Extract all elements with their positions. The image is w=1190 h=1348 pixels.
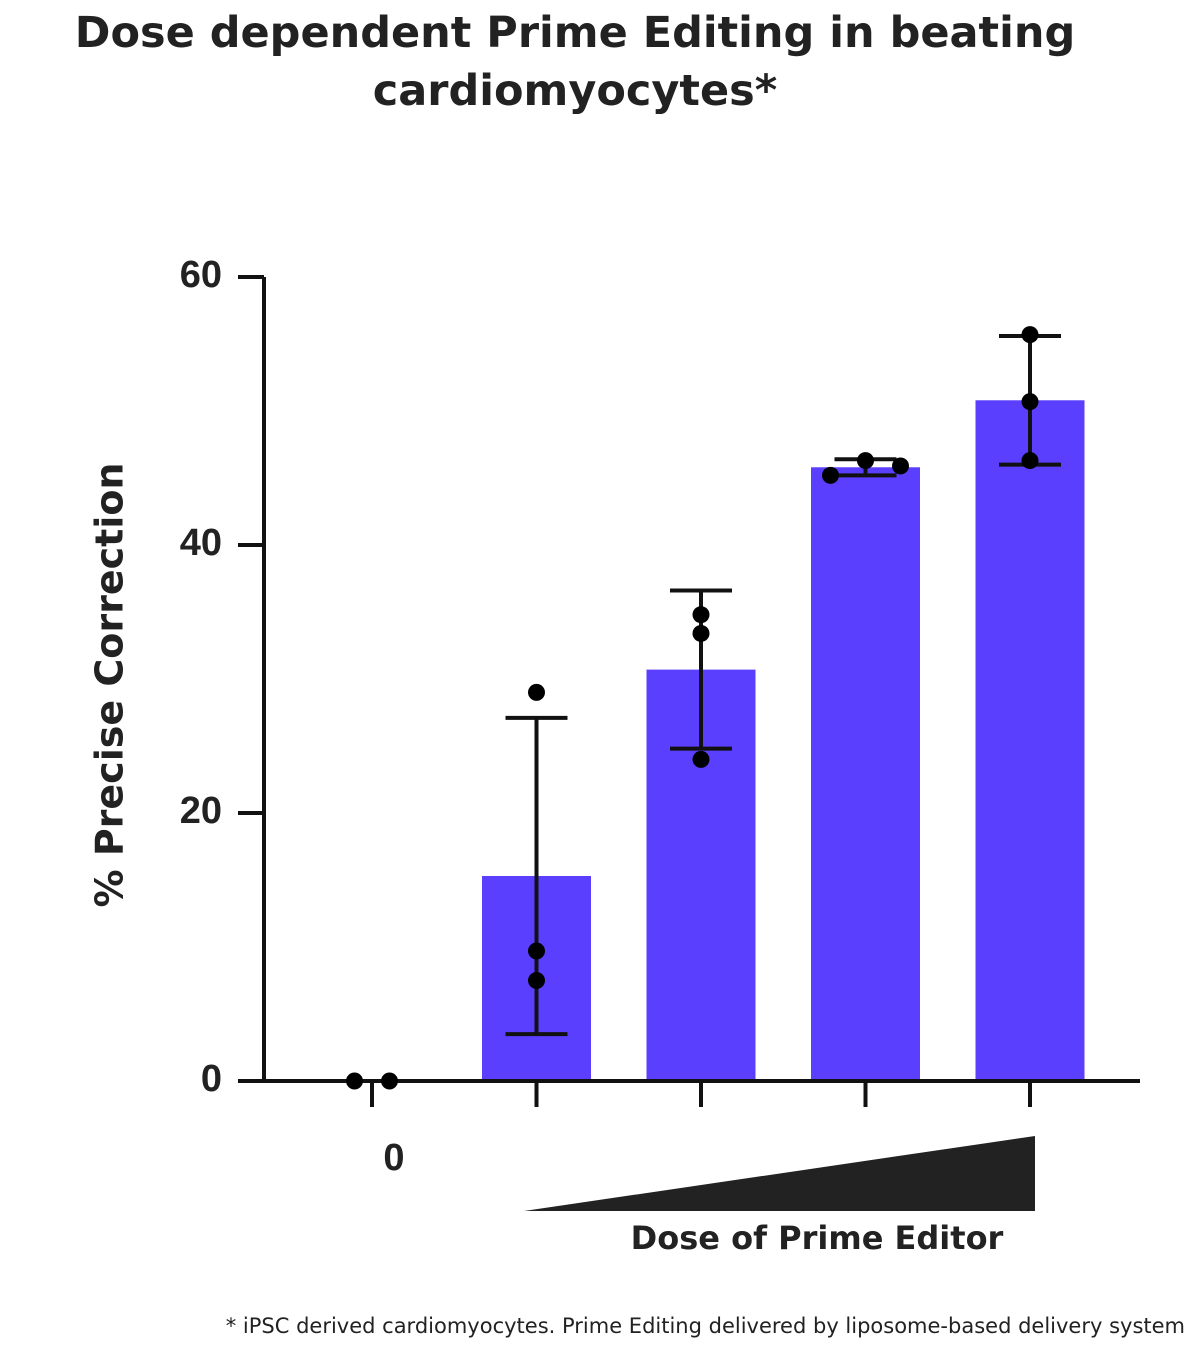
x-axis-label: Dose of Prime Editor bbox=[631, 1219, 1004, 1257]
data-point bbox=[528, 942, 545, 960]
y-axis-label: % Precise Correction bbox=[88, 463, 132, 908]
data-point bbox=[1021, 326, 1039, 344]
chart-title: Dose dependent Prime Editing in beating … bbox=[74, 8, 1076, 116]
data-point bbox=[1021, 452, 1039, 470]
footnote: * iPSC derived cardiomyocytes. Prime Edi… bbox=[225, 1314, 1185, 1338]
data-point bbox=[381, 1072, 398, 1090]
dose-wedge bbox=[524, 1136, 1035, 1211]
y-tick-label: 40 bbox=[180, 522, 222, 564]
chart: % Precise Correction Dose of Prime Edito… bbox=[88, 254, 1140, 1257]
data-point bbox=[692, 606, 710, 624]
y-tick-label: 20 bbox=[180, 790, 222, 832]
data-point bbox=[346, 1072, 363, 1090]
bar bbox=[811, 467, 920, 1081]
data-point bbox=[692, 624, 710, 642]
x-tick-label: 0 bbox=[383, 1137, 404, 1179]
data-point bbox=[528, 972, 545, 989]
data-point bbox=[692, 750, 710, 768]
data-point bbox=[528, 683, 545, 701]
bar bbox=[975, 400, 1085, 1081]
data-point bbox=[1021, 393, 1039, 411]
data-point bbox=[822, 466, 839, 484]
data-point bbox=[857, 452, 874, 470]
data-point bbox=[892, 457, 909, 475]
y-tick-label: 0 bbox=[201, 1058, 222, 1100]
y-tick-label: 60 bbox=[180, 254, 222, 296]
